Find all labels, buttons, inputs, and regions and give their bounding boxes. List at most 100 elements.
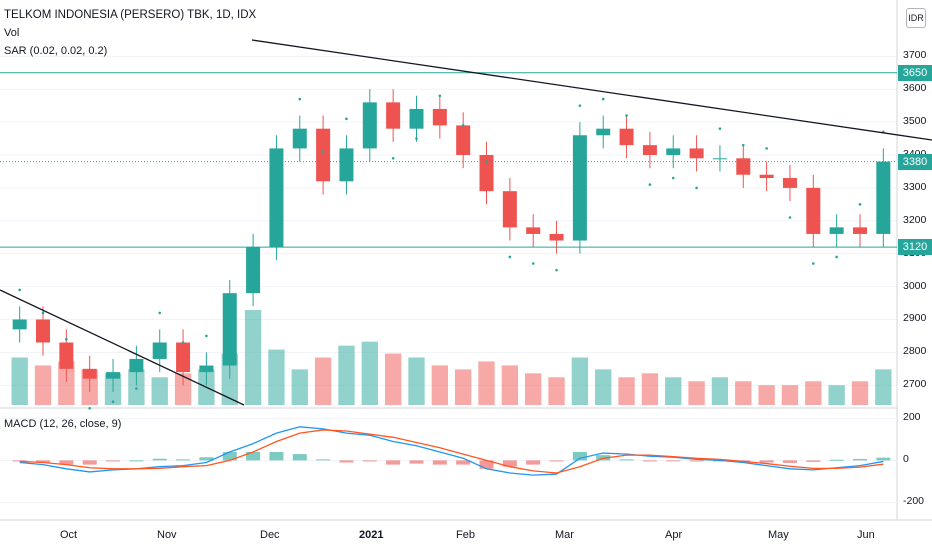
volume-bar xyxy=(688,381,705,405)
sar-dot xyxy=(648,183,652,186)
sar-dot xyxy=(578,104,582,107)
sar-dot xyxy=(531,262,535,265)
candle xyxy=(362,102,377,149)
time-axis-label: 2021 xyxy=(359,529,384,541)
sar-dot xyxy=(625,114,628,117)
candle xyxy=(549,233,564,241)
macd-histogram-bar xyxy=(502,460,517,467)
volume-bar xyxy=(595,369,612,405)
macd-histogram-bar xyxy=(829,459,844,461)
candle xyxy=(432,108,447,126)
macd-histogram-bar xyxy=(152,458,167,461)
macd-histogram-bar xyxy=(642,460,657,462)
sar-dot xyxy=(345,117,348,121)
sar-dot xyxy=(321,150,325,154)
price-axis-label: 2900 xyxy=(903,312,927,325)
sar-dot xyxy=(718,127,722,130)
candle xyxy=(572,135,587,241)
sar-dot xyxy=(461,124,465,127)
time-axis-label: Apr xyxy=(665,529,683,541)
volume-bar xyxy=(338,345,355,405)
price-axis-label: 3600 xyxy=(903,82,927,95)
macd-histogram-bar xyxy=(129,460,144,462)
sar-dot xyxy=(695,186,698,190)
macd-histogram-bar xyxy=(176,459,191,461)
candle xyxy=(782,178,797,188)
sar-dot xyxy=(765,147,768,150)
volume-bar xyxy=(618,377,635,405)
candle xyxy=(689,148,704,159)
sar-dot xyxy=(508,255,512,259)
sar-dot xyxy=(65,337,68,341)
sar-dot xyxy=(741,143,745,147)
volume-bar xyxy=(174,373,192,405)
currency-badge[interactable]: IDR xyxy=(906,8,926,28)
macd-histogram-bar xyxy=(689,460,704,462)
macd-histogram-bar xyxy=(106,460,121,462)
price-axis-label: 3000 xyxy=(903,279,927,292)
macd-histogram-bar xyxy=(339,460,354,463)
macd-axis-label: 200 xyxy=(903,411,921,424)
macd-histogram-bar xyxy=(549,460,564,462)
volume-bar xyxy=(735,381,752,405)
candle xyxy=(736,158,751,175)
candle xyxy=(876,161,891,234)
macd-histogram-bar xyxy=(269,452,284,461)
macd-histogram-bar xyxy=(316,459,331,461)
volume-bar xyxy=(268,349,285,405)
time-axis-label: Mar xyxy=(555,529,574,541)
sar-label[interactable]: SAR (0.02, 0.02, 0.2) xyxy=(4,45,108,57)
volume-bar xyxy=(455,369,472,405)
sar-dot xyxy=(601,97,605,101)
candle xyxy=(316,128,331,182)
candle xyxy=(59,342,74,369)
volume-bar xyxy=(641,373,659,405)
volume-label[interactable]: Vol xyxy=(4,27,20,39)
volume-bar xyxy=(851,381,869,405)
macd-histogram-bar xyxy=(782,460,797,463)
time-axis-label: Feb xyxy=(456,529,475,541)
volume-bar xyxy=(711,377,729,405)
sar-dot xyxy=(135,387,138,390)
macd-axis-label: -200 xyxy=(903,495,925,508)
macd-histogram-bar xyxy=(82,460,97,465)
sar-dot xyxy=(858,203,862,206)
macd-histogram-bar xyxy=(806,460,821,462)
price-tag: 3380 xyxy=(898,153,932,170)
macd-histogram-bar xyxy=(292,454,307,461)
macd-histogram-bar xyxy=(456,460,471,465)
volume-bar xyxy=(875,369,892,405)
sar-dot xyxy=(41,311,45,315)
volume-bar xyxy=(781,385,799,405)
volume-bar xyxy=(11,357,28,405)
macd-histogram-bar xyxy=(409,460,424,464)
volume-bar xyxy=(408,357,425,405)
candle xyxy=(129,358,144,373)
sar-dot xyxy=(275,176,278,180)
volume-bar xyxy=(828,385,845,405)
candle xyxy=(12,319,27,330)
time-axis-label: Jun xyxy=(857,529,875,541)
macd-histogram-bar xyxy=(59,460,74,465)
volume-bar xyxy=(58,361,75,405)
macd-label[interactable]: MACD (12, 26, close, 9) xyxy=(4,418,122,430)
candle xyxy=(456,125,471,155)
sar-dot xyxy=(835,255,838,259)
volume-bar xyxy=(128,369,145,405)
macd-histogram-bar xyxy=(432,460,447,465)
time-axis-label: Dec xyxy=(260,529,280,541)
candle xyxy=(619,128,634,146)
price-axis-label: 2700 xyxy=(903,378,927,391)
volume-bar xyxy=(291,369,308,405)
price-axis-label: 3700 xyxy=(903,49,927,62)
candle xyxy=(759,174,774,179)
candle xyxy=(502,191,517,228)
volume-bar xyxy=(244,310,262,405)
macd-histogram-bar xyxy=(852,458,867,461)
macd-line xyxy=(19,426,884,476)
candle xyxy=(339,148,354,182)
price-tag: 3650 xyxy=(898,64,932,81)
sar-dot xyxy=(812,262,815,265)
chart-title: TELKOM INDONESIA (PERSERO) TBK, 1D, IDX xyxy=(4,9,257,21)
